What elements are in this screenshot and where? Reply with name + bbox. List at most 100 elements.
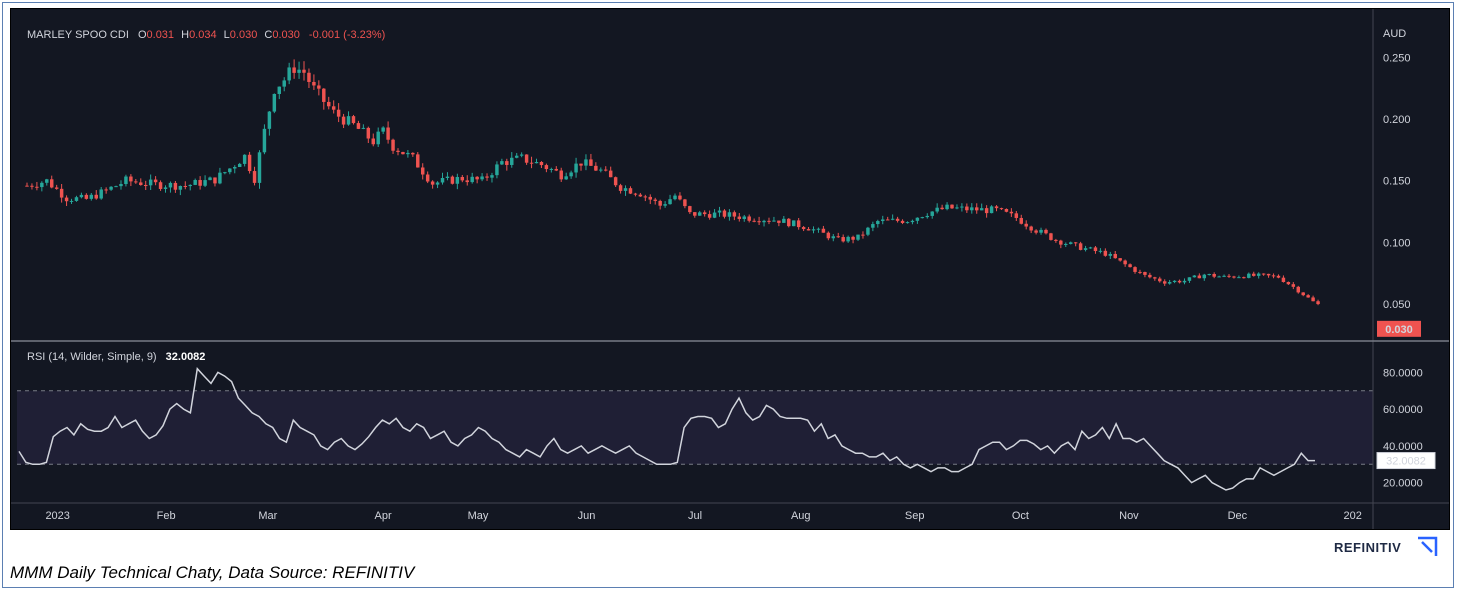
candle-body — [435, 182, 440, 185]
header-change: -0.001 (-3.23%) — [309, 29, 385, 41]
candle-body — [871, 224, 875, 228]
candle-body — [1049, 233, 1053, 240]
candle-body — [267, 111, 272, 129]
candle-body — [539, 162, 544, 166]
candle-body — [806, 229, 811, 231]
candle-body — [623, 188, 628, 191]
candle-body — [1009, 211, 1014, 214]
candle-body — [722, 210, 727, 217]
candle-body — [707, 214, 712, 218]
header-high-value: 0.034 — [189, 29, 217, 41]
candle-body — [460, 177, 465, 181]
price-y-tick: 0.200 — [1383, 114, 1411, 126]
candle-body — [356, 123, 361, 129]
x-tick-label: 2023 — [45, 510, 69, 522]
candle-body — [752, 220, 756, 222]
candle-body — [1123, 260, 1127, 265]
candle-body — [930, 211, 934, 216]
candle-body — [851, 236, 855, 240]
candle-body — [1237, 277, 1241, 279]
candle-body — [1019, 217, 1023, 224]
candle-body — [1143, 272, 1147, 275]
candle-body — [228, 168, 232, 173]
candle-body — [777, 220, 781, 223]
candle-body — [59, 188, 64, 198]
rsi-value: 32.0082 — [166, 351, 206, 363]
candle-body — [1093, 247, 1098, 252]
header-low-value: 0.030 — [230, 29, 258, 41]
candle-body — [856, 234, 860, 240]
candle-body — [732, 212, 737, 217]
candle-body — [371, 138, 375, 145]
candle-body — [420, 167, 425, 175]
rsi-label: RSI (14, Wilder, Simple, 9) — [27, 351, 157, 363]
candle-body — [1256, 273, 1261, 276]
candle-body — [668, 199, 672, 205]
candle-body — [693, 212, 697, 216]
chart-panel: MARLEY SPOO CDI O0.031 H0.034 L0.030 C0.… — [10, 8, 1450, 530]
candle-body — [45, 179, 49, 183]
rsi-y-tick: 40.0000 — [1383, 441, 1423, 453]
rsi-y-tick: 20.0000 — [1383, 478, 1423, 490]
x-tick-label: Nov — [1119, 510, 1139, 522]
candle-body — [1202, 274, 1207, 279]
candle-body — [247, 154, 252, 172]
candle-body — [1276, 275, 1281, 278]
x-tick-label: Apr — [375, 510, 392, 522]
candle-body — [30, 185, 34, 187]
candle-body — [485, 176, 489, 178]
candle-body — [559, 170, 563, 180]
candle-body — [549, 168, 554, 170]
candle-body — [317, 85, 321, 89]
candle-body — [514, 155, 519, 158]
candle-body — [910, 220, 915, 223]
candle-body — [762, 220, 766, 223]
candle-body — [143, 185, 148, 187]
candle-body — [970, 207, 974, 211]
header-open-label: O — [138, 29, 147, 41]
header-close-value: 0.030 — [272, 29, 300, 41]
candle-body — [1182, 280, 1187, 283]
candle-body — [653, 199, 657, 201]
candle-body — [737, 216, 742, 219]
candle-body — [826, 232, 831, 239]
candle-body — [1306, 295, 1310, 298]
candle-body — [1004, 208, 1009, 212]
rsi-pane — [17, 367, 1373, 491]
candle-body — [1286, 281, 1291, 285]
price-y-tick: 0.100 — [1383, 237, 1411, 249]
candle-body — [1034, 230, 1038, 233]
candle-body — [40, 182, 44, 188]
candle-body — [1192, 275, 1197, 278]
rsi-last-label: 32.0082 — [1386, 456, 1426, 468]
candle-body — [1039, 229, 1043, 233]
chart-svg: MARLEY SPOO CDI O0.031 H0.034 L0.030 C0.… — [11, 9, 1449, 529]
candle-body — [1217, 276, 1221, 278]
candle-body — [920, 217, 925, 219]
candle-body — [633, 193, 638, 195]
candle-body — [69, 200, 74, 202]
candle-body — [757, 221, 761, 223]
candle-body — [262, 128, 267, 153]
candle-body — [188, 184, 192, 187]
candle-body — [307, 72, 311, 82]
candle-body — [129, 176, 133, 182]
candle-body — [139, 182, 143, 186]
rsi-y-tick: 80.0000 — [1383, 367, 1423, 379]
refinitiv-brand: REFINITIV — [1334, 540, 1402, 555]
candle-body — [569, 172, 573, 177]
x-tick-label: Jun — [578, 510, 596, 522]
candle-body — [79, 194, 84, 198]
rsi-band — [17, 390, 1373, 465]
candle-body — [386, 127, 390, 140]
candle-body — [628, 188, 633, 194]
candle-body — [1073, 242, 1078, 244]
candle-body — [505, 161, 509, 165]
candle-body — [1064, 243, 1068, 245]
candle-body — [534, 162, 539, 164]
candle-body — [1153, 277, 1157, 279]
candle-body — [361, 127, 366, 129]
candle-body — [678, 195, 682, 200]
candle-body — [1098, 250, 1103, 252]
candle-body — [1261, 273, 1266, 275]
